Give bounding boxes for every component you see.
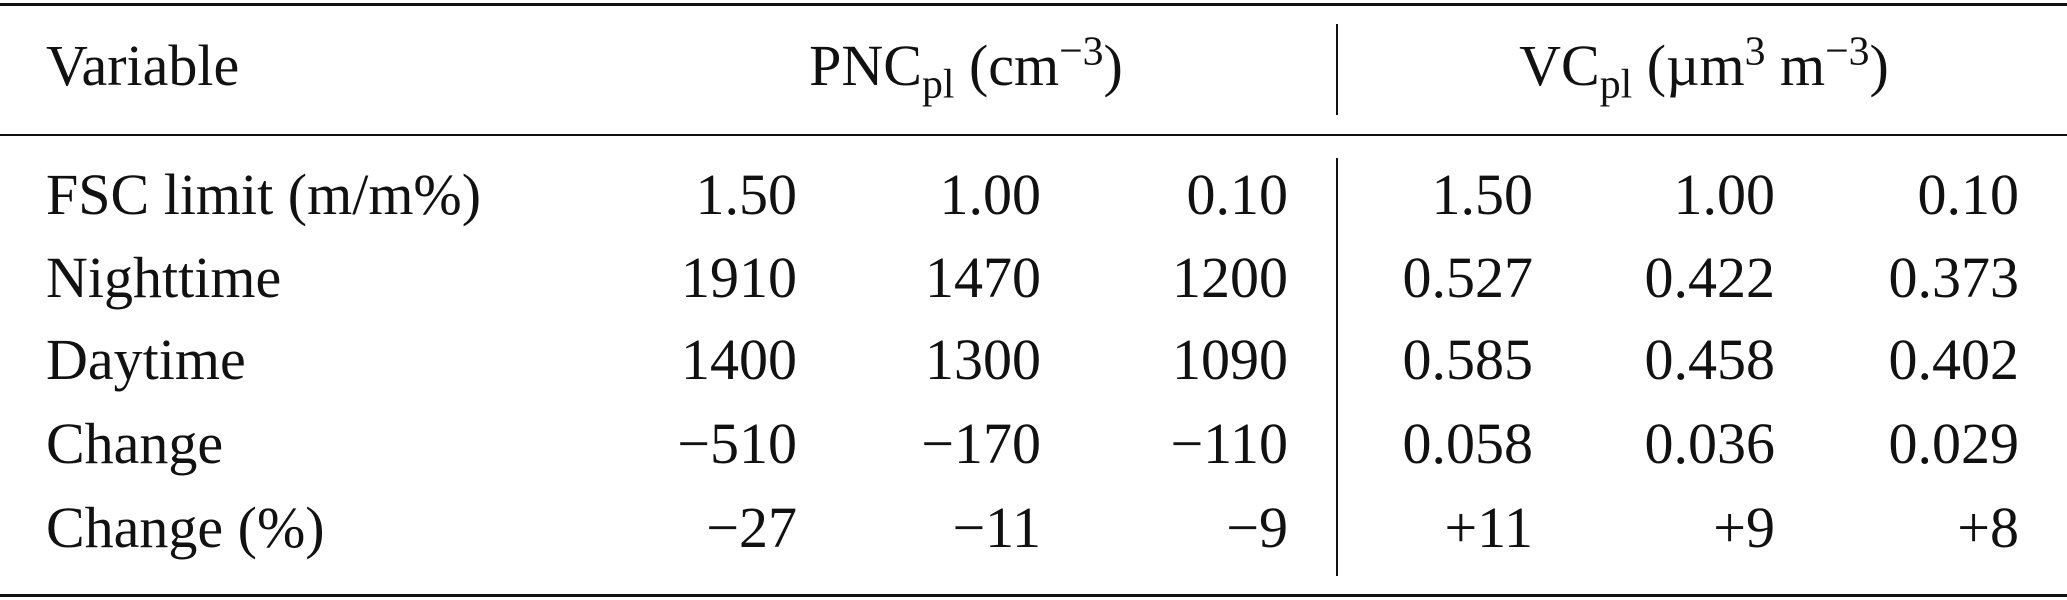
cell-value: 0.585 bbox=[1402, 327, 1534, 392]
header-cell: Variable bbox=[46, 37, 239, 95]
subscript: pl bbox=[1599, 61, 1633, 108]
header-text: (cm bbox=[954, 33, 1060, 98]
header-text: Variable bbox=[46, 33, 240, 98]
header-text: PNC bbox=[809, 33, 922, 98]
top-rule bbox=[0, 3, 2067, 6]
cell-value: −110 bbox=[1170, 411, 1288, 476]
cell-value: 1470 bbox=[925, 245, 1041, 310]
cell-value: 1.50 bbox=[1431, 162, 1534, 227]
cell-value: 0.527 bbox=[1402, 245, 1534, 310]
row-label: Change (%) bbox=[46, 495, 325, 560]
cell-value: 1.00 bbox=[1673, 162, 1776, 227]
header-rule bbox=[0, 134, 2067, 136]
header-text: (µm bbox=[1632, 33, 1745, 98]
row-label: Nighttime bbox=[46, 245, 282, 310]
cell-value: 0.373 bbox=[1888, 245, 2020, 310]
header-text: m bbox=[1765, 33, 1826, 98]
cell-value: −9 bbox=[1226, 495, 1288, 560]
cell-value: 0.458 bbox=[1644, 327, 1776, 392]
superscript: −3 bbox=[1825, 28, 1870, 75]
cell-value: −510 bbox=[677, 411, 797, 476]
row-label: Change bbox=[46, 411, 224, 476]
cell-value: 0.10 bbox=[1917, 162, 2020, 227]
column-separator bbox=[1336, 24, 1338, 115]
row-label: Daytime bbox=[46, 327, 246, 392]
bottom-rule bbox=[0, 594, 2067, 597]
row-label: FSC limit (m/m%) bbox=[46, 162, 482, 227]
column-separator bbox=[1336, 158, 1338, 576]
cell-value: 0.402 bbox=[1888, 327, 2020, 392]
cell-value: 0.10 bbox=[1186, 162, 1289, 227]
cell-value: 1400 bbox=[681, 327, 797, 392]
cell-value: 0.422 bbox=[1644, 245, 1776, 310]
cell-value: −27 bbox=[706, 495, 797, 560]
cell-value: +11 bbox=[1444, 495, 1533, 560]
cell-value: 0.036 bbox=[1644, 411, 1776, 476]
cell-value: +9 bbox=[1713, 495, 1775, 560]
superscript: 3 bbox=[1744, 28, 1766, 75]
cell-value: 1.00 bbox=[939, 162, 1042, 227]
cell-value: 0.058 bbox=[1402, 411, 1534, 476]
header-cell: VCpl (µm3 m−3) bbox=[1519, 31, 1889, 106]
superscript: −3 bbox=[1059, 28, 1104, 75]
header-text: ) bbox=[1869, 33, 1889, 98]
cell-value: −11 bbox=[952, 495, 1041, 560]
cell-value: 1200 bbox=[1172, 245, 1288, 310]
cell-value: 1300 bbox=[925, 327, 1041, 392]
header-cell: PNCpl (cm−3) bbox=[809, 31, 1123, 106]
header-text: ) bbox=[1103, 33, 1123, 98]
cell-value: 1910 bbox=[681, 245, 797, 310]
cell-value: 1.50 bbox=[695, 162, 798, 227]
cell-value: 1090 bbox=[1172, 327, 1288, 392]
cell-value: −170 bbox=[921, 411, 1041, 476]
cell-value: +8 bbox=[1957, 495, 2019, 560]
subscript: pl bbox=[921, 61, 955, 108]
cell-value: 0.029 bbox=[1888, 411, 2020, 476]
header-text: VC bbox=[1519, 33, 1600, 98]
